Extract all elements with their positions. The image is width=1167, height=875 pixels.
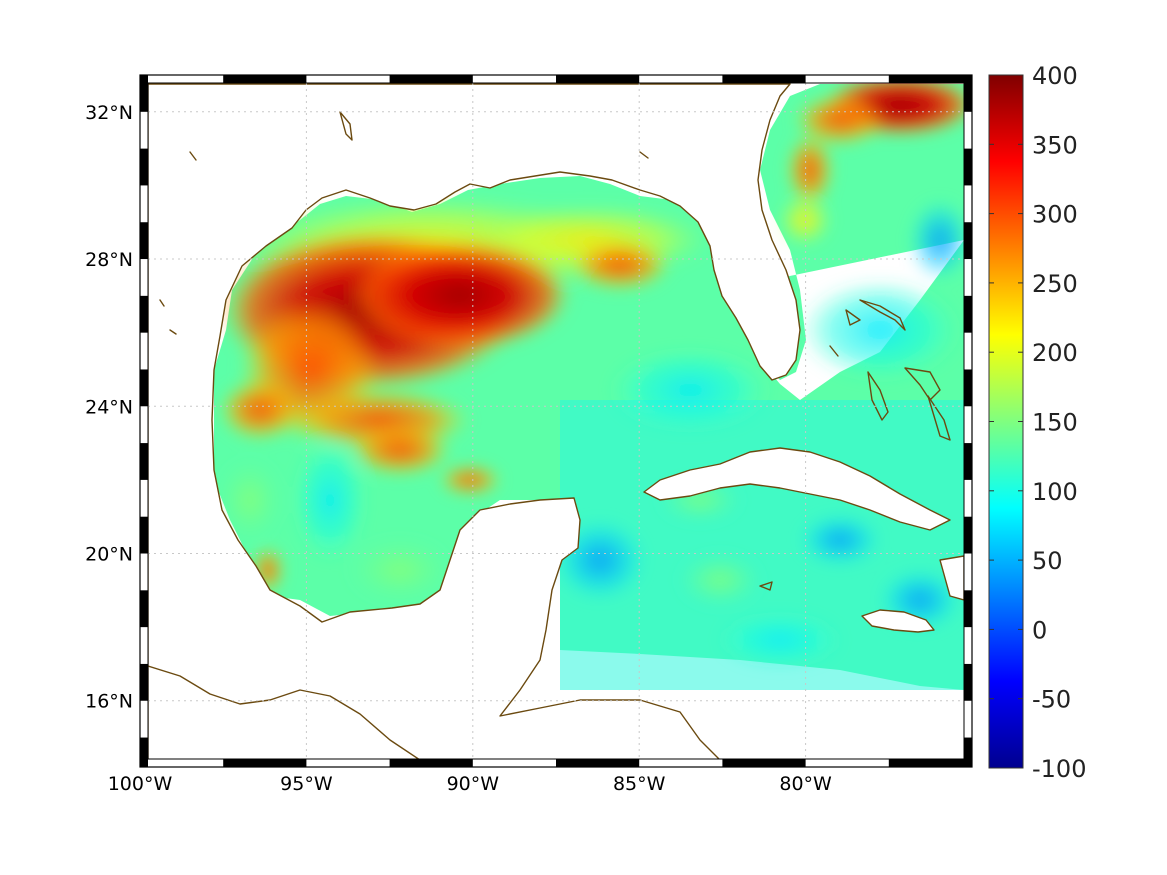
frame-seg-left: [140, 737, 148, 767]
frame-seg-left: [140, 222, 148, 260]
colorbar-tick-label: 200: [1032, 339, 1078, 367]
frame-seg-right: [964, 75, 972, 112]
lon-tick-label: 95°W: [280, 773, 333, 795]
frame-seg-left: [140, 148, 148, 186]
frame-corner-2: [139, 758, 149, 768]
lon-tick-label: 100°W: [108, 773, 173, 795]
colorbar-ticks: 400 350 300 250 200 150 100 50 0 -50 -100: [989, 62, 1086, 783]
hispaniola-edge: [939, 555, 964, 601]
frame-seg-top: [888, 75, 972, 83]
frame-seg-bottom: [556, 759, 640, 767]
gridlines: [148, 83, 964, 759]
frame-corner-1: [963, 74, 973, 84]
frame-seg-bottom: [722, 759, 806, 767]
frame-seg-right: [964, 295, 972, 333]
frame-seg-bottom: [389, 759, 473, 767]
land-north-america: [148, 83, 801, 759]
small-islands: [159, 111, 773, 591]
lat-tick-label: 16°N: [85, 691, 133, 713]
frame-seg-top: [556, 75, 640, 83]
colorbar-tick-label: 150: [1032, 409, 1078, 437]
colorbar-tick-label: 50: [1032, 547, 1063, 575]
lat-tick-label: 28°N: [85, 249, 133, 271]
frame-seg-top: [223, 75, 307, 83]
frame-seg-top: [722, 75, 806, 83]
frame-seg-right: [964, 369, 972, 407]
frame-seg-right: [964, 590, 972, 628]
frame-corner-3: [963, 758, 973, 768]
lat-tick-label: 20°N: [85, 544, 133, 566]
frame-seg-bottom: [888, 759, 972, 767]
colorbar-tick-label: -50: [1032, 686, 1071, 714]
frame-seg-right: [964, 663, 972, 701]
data-field: [148, 83, 964, 759]
colorbar-tick-label: 350: [1032, 131, 1078, 159]
colorbar-tick-label: 400: [1032, 62, 1078, 90]
jamaica-island: [861, 609, 935, 633]
frame-seg-top: [389, 75, 473, 83]
bahamas-islands: [829, 299, 951, 441]
frame-seg-bottom: [223, 759, 307, 767]
frame-seg-left: [140, 663, 148, 701]
frame-seg-left: [140, 295, 148, 333]
frame-seg-right: [964, 443, 972, 480]
central-america-coast: [148, 665, 420, 759]
cuba-island: [643, 447, 951, 531]
frame-seg-left: [140, 369, 148, 407]
colorbar-tick-label: 100: [1032, 478, 1078, 506]
lon-tick-label: 90°W: [447, 773, 500, 795]
colorbar-tick-label: 0: [1032, 616, 1047, 644]
frame-seg-left: [140, 590, 148, 628]
frame-seg-right: [964, 516, 972, 554]
colorbar-gradient: [989, 75, 1023, 768]
lon-tick-label: 80°W: [779, 773, 832, 795]
latitude-labels: 16°N 20°N 24°N 28°N 32°N: [85, 102, 133, 713]
frame-seg-right: [964, 148, 972, 186]
longitude-labels: 100°W 95°W 90°W 85°W 80°W: [108, 773, 832, 795]
lon-tick-label: 85°W: [613, 773, 666, 795]
frame-seg-left: [140, 443, 148, 480]
colorbar-tick-label: -100: [1032, 755, 1086, 783]
map-frame: [139, 74, 973, 768]
frame-seg-right: [964, 222, 972, 260]
frame-seg-left: [140, 75, 148, 112]
frame-seg-right: [964, 737, 972, 767]
colorbar-tick-label: 300: [1032, 201, 1078, 229]
colorbar: 400 350 300 250 200 150 100 50 0 -50 -100: [988, 62, 1086, 783]
colorbar-tick-label: 250: [1032, 270, 1078, 298]
lat-tick-label: 24°N: [85, 396, 133, 418]
frame-corner-0: [139, 74, 149, 84]
frame-seg-left: [140, 516, 148, 554]
lat-tick-label: 32°N: [85, 102, 133, 124]
